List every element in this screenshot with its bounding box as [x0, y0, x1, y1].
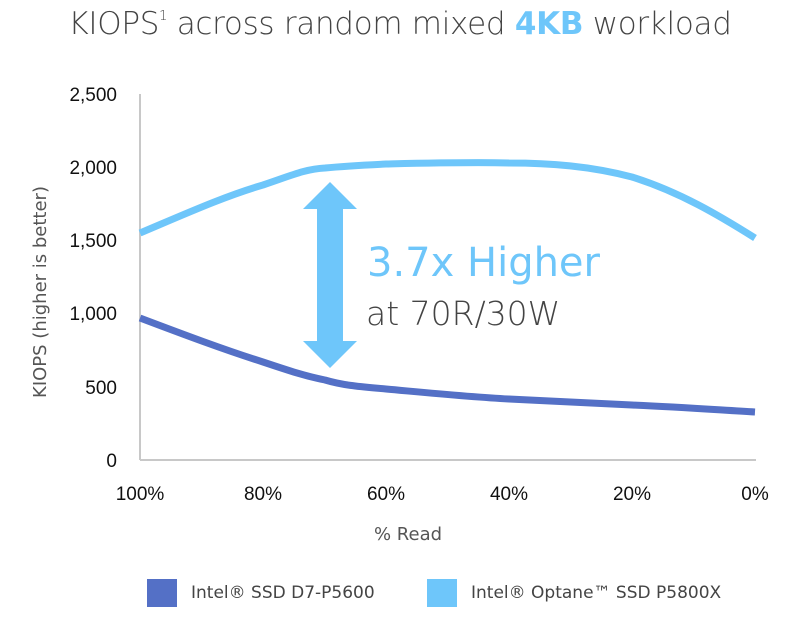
- legend-item-p5600: Intel® SSD D7-P5600: [147, 579, 375, 607]
- x-tick: 20%: [613, 484, 651, 505]
- legend-swatch-p5800x: [427, 579, 457, 607]
- y-tick: 500: [85, 378, 117, 399]
- y-axis-label: KIOPS (higher is better): [30, 186, 51, 398]
- x-tick: 100%: [116, 484, 165, 505]
- title-footnote-marker: 1: [159, 9, 168, 24]
- y-tick: 1,500: [69, 231, 117, 252]
- x-axis-ticks: 100% 80% 60% 40% 20% 0%: [116, 484, 769, 505]
- x-tick: 60%: [367, 484, 405, 505]
- x-tick: 0%: [741, 484, 769, 505]
- series-line-p5800x: [138, 159, 757, 241]
- legend-label-p5800x: Intel® Optane™ SSD P5800X: [471, 583, 722, 603]
- annotation-subtext: at 70R/30W: [366, 294, 560, 333]
- legend-swatch-p5600: [147, 579, 177, 607]
- annotation-headline: 3.7x Higher: [367, 240, 601, 286]
- y-axis-ticks: 2,500 2,000 1,500 1,000 500 0: [69, 85, 117, 472]
- y-tick: 1,000: [69, 304, 117, 325]
- title-highlight: 4KB: [514, 6, 584, 42]
- title-middle: across random mixed: [167, 6, 515, 42]
- y-tick: 0: [106, 451, 117, 472]
- y-tick: 2,000: [69, 158, 117, 179]
- y-tick: 2,500: [69, 85, 117, 106]
- chart-title: KIOPS1 across random mixed 4KB workload: [0, 6, 800, 42]
- series-line-p5600: [138, 314, 756, 416]
- x-axis-label: % Read: [374, 524, 442, 545]
- title-prefix: KIOPS: [68, 6, 160, 42]
- legend-item-p5800x: Intel® Optane™ SSD P5800X: [427, 579, 721, 607]
- legend-label-p5600: Intel® SSD D7-P5600: [191, 583, 375, 603]
- x-tick: 40%: [490, 484, 528, 505]
- double-arrow-icon: [303, 182, 357, 368]
- title-suffix: workload: [583, 6, 732, 42]
- x-tick: 80%: [244, 484, 282, 505]
